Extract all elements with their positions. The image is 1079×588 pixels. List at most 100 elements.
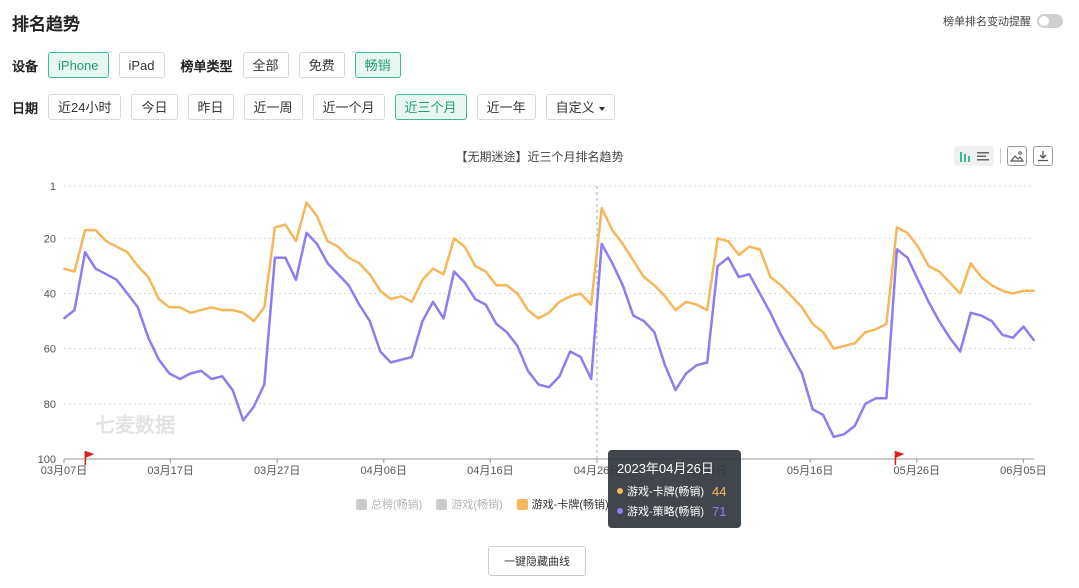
series-point [316, 243, 318, 245]
series-point [759, 248, 761, 251]
series-point [548, 386, 550, 389]
hide-all-curves-button[interactable]: 一键隐藏曲线 [488, 546, 586, 576]
tooltip-value: 44 [712, 483, 727, 499]
series-point [126, 292, 129, 295]
series-point [189, 372, 192, 375]
series-point [463, 281, 466, 284]
series-point [917, 245, 919, 248]
x-tick-label: 06月05日 [1000, 465, 1046, 477]
series-point [695, 364, 698, 367]
date-option-year[interactable]: 近一年 [476, 94, 536, 120]
series-point [579, 356, 582, 358]
series-point [801, 372, 803, 375]
bar-chart-icon[interactable] [959, 150, 973, 162]
series-point [790, 295, 793, 298]
series-point [115, 278, 118, 281]
download-button[interactable] [1033, 146, 1053, 166]
series-point [516, 345, 519, 347]
series-point [463, 245, 466, 248]
series-point [221, 309, 224, 311]
series-point [611, 262, 614, 265]
series-point [242, 419, 245, 422]
series-point [179, 378, 181, 380]
series-point [927, 300, 930, 303]
series-point [84, 251, 86, 254]
date-option-month[interactable]: 近一个月 [312, 94, 385, 120]
series-point [242, 311, 245, 314]
date-option-custom-dropdown[interactable]: 自定义 [545, 94, 615, 120]
device-filter-row: 设备 iPhone iPad 榜单类型 全部 免费 畅销 [12, 52, 411, 78]
series-point [959, 292, 962, 295]
x-tick-label: 05月26日 [894, 465, 940, 477]
series-point [832, 347, 835, 350]
date-option-24h[interactable]: 近24小时 [48, 94, 122, 120]
series-point [874, 328, 877, 331]
series-point [948, 281, 951, 284]
list-type-option-free[interactable]: 免费 [298, 52, 345, 78]
series-point [284, 256, 287, 259]
series-point [643, 276, 645, 278]
date-option-3months[interactable]: 近三个月 [394, 94, 467, 120]
list-icon[interactable] [977, 150, 989, 162]
legend-item-card[interactable]: 游戏-卡牌(畅销) [516, 496, 609, 512]
toolbar-divider [1000, 148, 1001, 164]
series-point [126, 251, 129, 254]
series-point [210, 306, 213, 309]
date-option-week[interactable]: 近一周 [243, 94, 303, 120]
series-point [105, 273, 108, 276]
x-tick-label: 03月17日 [147, 465, 193, 477]
series-point [158, 298, 160, 300]
rank-alert-toggle[interactable] [1037, 14, 1063, 28]
custom-label: 自定义 [555, 100, 595, 115]
series-point [938, 320, 940, 322]
date-option-yesterday[interactable]: 昨日 [187, 94, 234, 120]
tooltip-row-card: 游戏-卡牌(畅销) 44 [617, 483, 732, 499]
series-point [474, 298, 477, 300]
series-point [411, 300, 413, 303]
device-option-ipad[interactable]: iPad [118, 52, 165, 78]
rank-alert-toggle-group[interactable]: 榜单排名变动提醒 [943, 13, 1063, 29]
chart-view-toggle[interactable] [954, 146, 994, 166]
series-line-1[interactable] [63, 231, 1035, 439]
series-point [136, 265, 139, 267]
save-image-button[interactable] [1007, 146, 1027, 166]
legend-item-game[interactable]: 游戏(畅销) [436, 496, 503, 512]
series-point [737, 254, 740, 256]
series-point [643, 320, 645, 322]
series-point [780, 284, 782, 287]
series-point [147, 336, 150, 339]
series-point [769, 311, 772, 314]
device-option-iphone[interactable]: iPhone [48, 52, 109, 78]
series-point [379, 350, 382, 353]
series-point [221, 375, 224, 378]
series-point [527, 369, 529, 372]
series-point [874, 397, 877, 400]
series-point [94, 229, 97, 232]
legend-item-overall[interactable]: 总榜(畅销) [356, 496, 422, 512]
image-icon [1010, 151, 1024, 162]
series-point [453, 270, 455, 273]
series-point [1012, 292, 1014, 295]
y-tick-label: 40 [44, 289, 56, 301]
red-flag-icon[interactable] [894, 451, 905, 465]
date-option-today[interactable]: 今日 [131, 94, 178, 120]
chevron-down-icon [598, 106, 605, 111]
series-point [811, 408, 814, 411]
series-point [326, 240, 329, 243]
series-point [453, 237, 455, 240]
series-point [274, 256, 276, 259]
list-type-option-grossing[interactable]: 畅销 [354, 52, 401, 78]
tooltip-date: 2023年04月26日 [617, 461, 714, 476]
list-type-option-all[interactable]: 全部 [242, 52, 289, 78]
device-label: 设备 [12, 58, 39, 74]
series-point [105, 240, 108, 243]
series-point [685, 372, 687, 375]
y-tick-label: 20 [44, 233, 56, 245]
series-point [358, 262, 361, 265]
series-point [484, 270, 487, 273]
series-point [990, 320, 993, 322]
series-line-0[interactable] [63, 201, 1034, 350]
series-point [115, 245, 118, 248]
red-flag-icon[interactable] [84, 451, 95, 465]
series-point [495, 284, 498, 287]
